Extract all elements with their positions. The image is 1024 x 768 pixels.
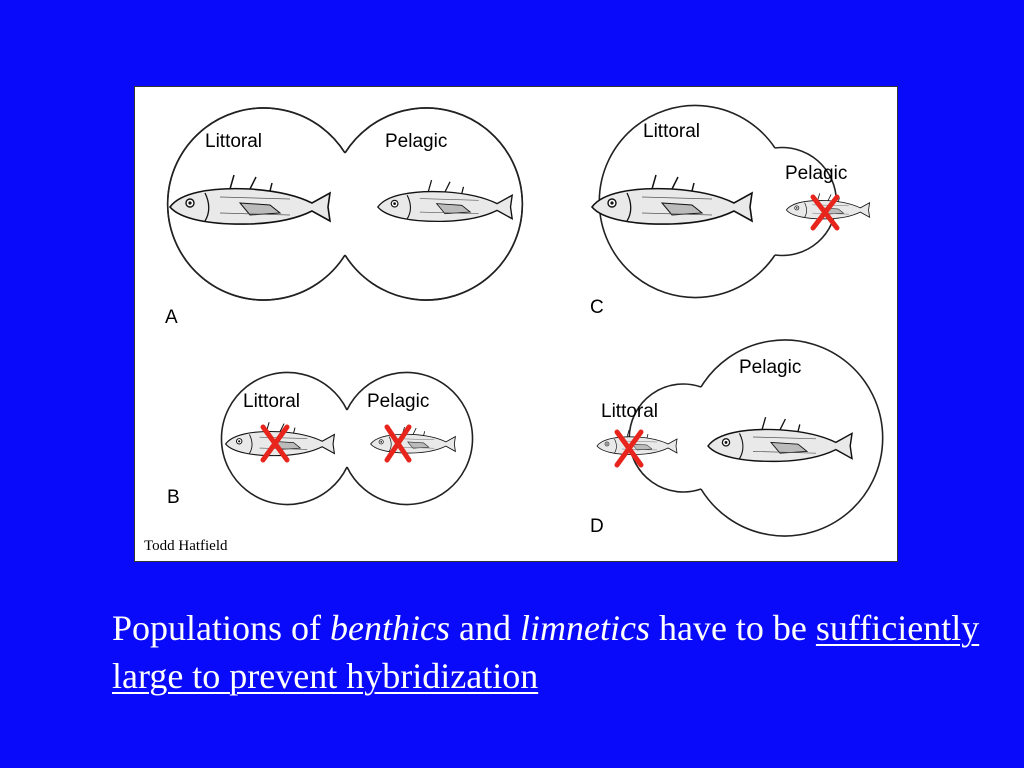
caption-underlined: sufficiently large to prevent hybridizat…: [112, 608, 980, 696]
caption-limnetics: limnetics: [519, 608, 650, 648]
panel-a-left-label: Littoral: [205, 131, 262, 152]
panel-d-right-label: Pelagic: [739, 357, 801, 378]
panel-c-right-cross: [810, 194, 840, 231]
caption-and: and: [450, 608, 520, 648]
caption-part2: have to be: [649, 608, 816, 648]
panel-d-left-label: Littoral: [601, 401, 658, 422]
habitat-diagram: Littoral Pelagic A Littoral Pelagic B Li…: [165, 104, 884, 537]
panel-a-id: A: [165, 307, 178, 328]
caption-benthics: benthics: [330, 608, 450, 648]
caption-part1: Populations of: [112, 608, 331, 648]
panel-c-id: C: [590, 297, 604, 318]
figure-credit: Todd Hatfield: [144, 538, 228, 554]
figure-panel: Littoral Pelagic A Littoral Pelagic B Li…: [134, 86, 898, 562]
panel-c-right-label: Pelagic: [785, 163, 847, 184]
panel-b-right-label: Pelagic: [367, 391, 429, 412]
panel-b-id: B: [167, 487, 180, 508]
panel-b-right-cross: [384, 424, 412, 463]
slide-caption: Populations of benthics and limnetics ha…: [112, 604, 992, 700]
panel-d-left-cross: [614, 429, 644, 468]
panel-b-left-label: Littoral: [243, 391, 300, 412]
panel-b-left-cross: [260, 424, 290, 463]
panel-a-right-label: Pelagic: [385, 131, 447, 152]
panel-c-left-label: Littoral: [643, 121, 700, 142]
panel-d-id: D: [590, 516, 604, 537]
